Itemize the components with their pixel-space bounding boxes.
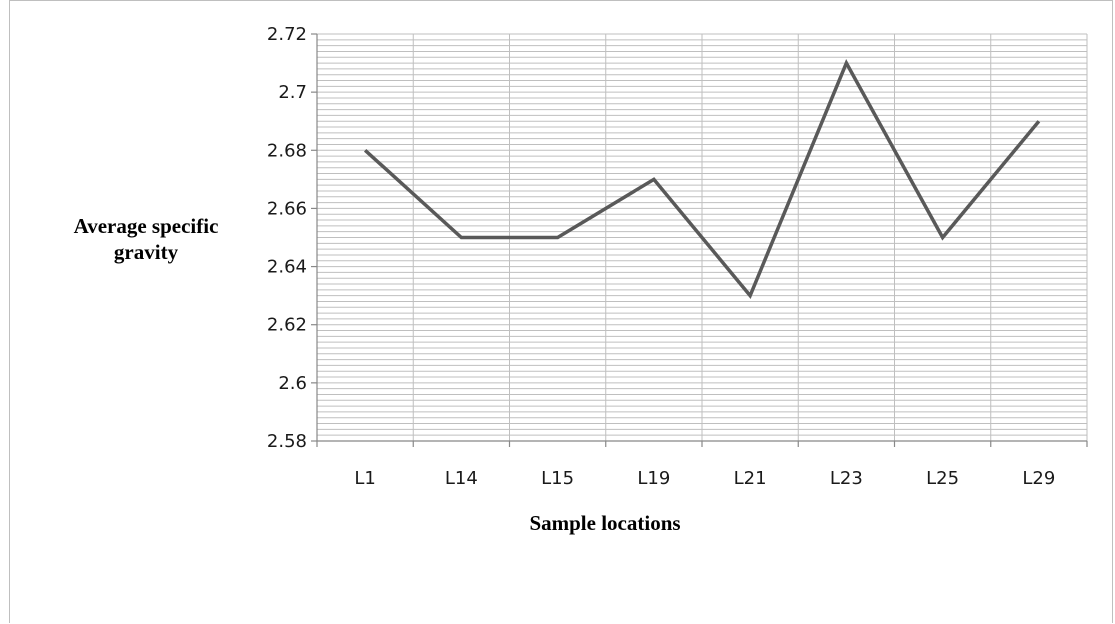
y-tick-label: 2.6 bbox=[278, 373, 307, 394]
y-tick-label: 2.58 bbox=[267, 431, 307, 452]
chart-frame: 2.58 2.6 2.62 2.64 2.66 2.68 2.7 2.72 L1 L14 L15 L1… bbox=[9, 0, 1113, 623]
x-tick-label: L29 bbox=[1022, 468, 1055, 489]
x-tick-label: L21 bbox=[734, 468, 767, 489]
y-axis-title-line-2: gravity bbox=[46, 239, 246, 265]
x-tick-label: L23 bbox=[830, 468, 863, 489]
y-tick-label: 2.66 bbox=[267, 198, 307, 219]
x-axis-title: Sample locations bbox=[485, 510, 725, 536]
x-tick-label: L15 bbox=[541, 468, 574, 489]
y-axis-title: Average specific gravity bbox=[46, 213, 246, 265]
y-tick-label: 2.68 bbox=[267, 140, 307, 161]
x-tick-label: L25 bbox=[926, 468, 959, 489]
y-tick-label: 2.7 bbox=[278, 82, 307, 103]
y-tick-label: 2.64 bbox=[267, 257, 307, 278]
y-tick-label: 2.72 bbox=[267, 24, 307, 45]
x-tick-label: L19 bbox=[637, 468, 670, 489]
x-tick-label: L1 bbox=[354, 468, 375, 489]
x-tick-label: L14 bbox=[445, 468, 478, 489]
y-axis-title-line-1: Average specific bbox=[46, 213, 246, 239]
y-tick-label: 2.62 bbox=[267, 315, 307, 336]
